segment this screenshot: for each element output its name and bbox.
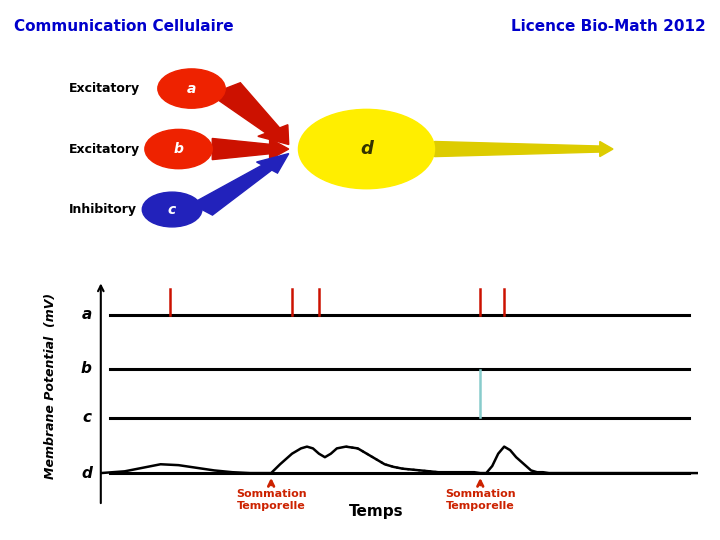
Text: d: d — [81, 465, 92, 481]
Polygon shape — [258, 125, 289, 145]
Text: c: c — [83, 410, 92, 425]
Text: b: b — [81, 361, 92, 376]
Text: c: c — [168, 202, 176, 217]
Polygon shape — [256, 153, 289, 173]
Polygon shape — [435, 141, 600, 157]
Circle shape — [298, 109, 435, 189]
Polygon shape — [269, 139, 289, 159]
Polygon shape — [212, 138, 269, 160]
Text: b: b — [174, 142, 184, 156]
Circle shape — [145, 130, 212, 168]
Polygon shape — [192, 165, 271, 215]
Text: a: a — [81, 307, 92, 322]
Text: Excitatory: Excitatory — [68, 82, 140, 95]
Text: a: a — [186, 82, 197, 96]
Text: Membrane Potential  (mV): Membrane Potential (mV) — [43, 293, 56, 479]
Text: Sommation
Temporelle: Sommation Temporelle — [445, 489, 516, 511]
Text: Inhibitory: Inhibitory — [68, 203, 136, 216]
Text: Communication Cellulaire: Communication Cellulaire — [14, 19, 234, 34]
Text: Sommation
Temporelle: Sommation Temporelle — [236, 489, 307, 511]
Circle shape — [158, 69, 225, 108]
Text: Temps: Temps — [348, 504, 403, 519]
Polygon shape — [600, 141, 613, 157]
Circle shape — [143, 192, 202, 227]
Polygon shape — [210, 83, 279, 133]
Text: Licence Bio-Math 2012: Licence Bio-Math 2012 — [511, 19, 706, 34]
Text: d: d — [360, 140, 373, 158]
Text: Excitatory: Excitatory — [68, 143, 140, 156]
